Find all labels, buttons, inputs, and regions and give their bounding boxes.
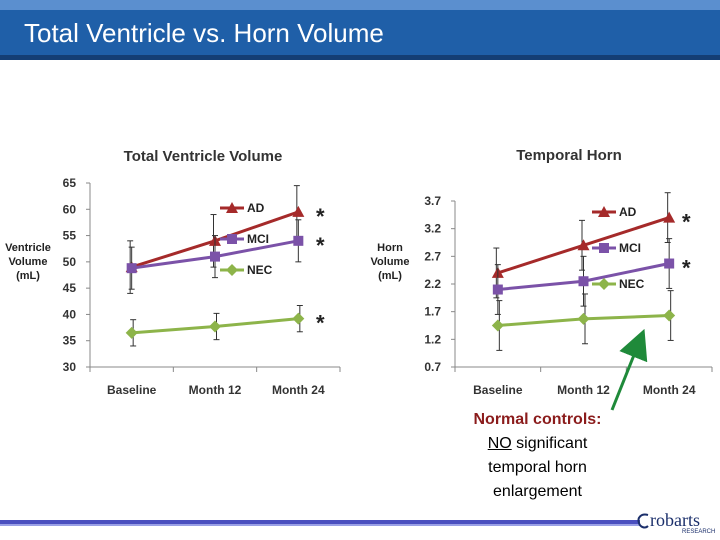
y-tick-label: 60 bbox=[63, 202, 77, 216]
y-tick-label: 30 bbox=[63, 360, 77, 374]
legend-marker bbox=[599, 243, 609, 253]
significance-marker: * bbox=[316, 311, 325, 336]
data-point-mci bbox=[210, 251, 220, 262]
y-axis-label: (mL) bbox=[378, 270, 402, 282]
chart-title: Temporal Horn bbox=[516, 147, 622, 164]
y-tick-label: 55 bbox=[63, 229, 77, 243]
header-bar: Total Ventricle vs. Horn Volume bbox=[0, 0, 720, 60]
significance-marker: * bbox=[316, 233, 325, 258]
y-tick-label: 45 bbox=[63, 281, 77, 295]
logo-swirl-icon bbox=[637, 513, 649, 529]
x-tick-label: Month 24 bbox=[272, 383, 325, 397]
y-tick-label: 50 bbox=[63, 255, 77, 269]
y-tick-label: 0.7 bbox=[424, 360, 441, 374]
data-point-ad bbox=[663, 211, 676, 223]
y-axis-label: Ventricle bbox=[5, 242, 51, 254]
y-tick-label: 2.7 bbox=[424, 249, 441, 263]
data-point-mci bbox=[293, 235, 304, 246]
y-tick-label: 1.7 bbox=[424, 305, 441, 319]
legend-label: NEC bbox=[247, 263, 273, 277]
y-axis-label: Volume bbox=[371, 256, 410, 268]
legend-label: AD bbox=[247, 201, 265, 215]
legend-label: AD bbox=[619, 205, 637, 219]
note-line-4: enlargement bbox=[493, 483, 582, 500]
significance-marker: * bbox=[682, 210, 691, 235]
y-tick-label: 65 bbox=[63, 176, 77, 190]
y-axis-label: Volume bbox=[9, 256, 48, 268]
x-tick-label: Month 24 bbox=[643, 383, 696, 397]
note-no: NO bbox=[487, 435, 512, 452]
logo-subtext: RESEARCH bbox=[682, 529, 716, 535]
legend-label: NEC bbox=[619, 277, 645, 291]
x-tick-label: Baseline bbox=[107, 383, 157, 397]
data-point-nec bbox=[577, 312, 590, 325]
data-point-ad bbox=[292, 205, 305, 217]
note-heading: Normal controls: bbox=[473, 411, 602, 428]
robarts-logo: robarts RESEARCH bbox=[632, 508, 716, 538]
data-point-nec bbox=[209, 320, 221, 333]
footer-bar bbox=[0, 520, 640, 524]
significance-marker: * bbox=[682, 256, 691, 281]
data-point-nec bbox=[292, 312, 305, 325]
chart-title: Total Ventricle Volume bbox=[124, 148, 283, 165]
data-point-nec bbox=[125, 326, 138, 339]
slide-title: Total Ventricle vs. Horn Volume bbox=[24, 18, 384, 48]
data-point-nec bbox=[491, 319, 504, 332]
chart-temporal-horn: Temporal Horn Horn Volume (mL) 3.7 3.2 2.7 2.2 1… bbox=[371, 147, 713, 397]
note-significant: significant bbox=[511, 435, 588, 452]
chart-total-ventricle: Total Ventricle Volume Ventricle Volume (mL… bbox=[5, 148, 341, 397]
y-tick-label: 2.2 bbox=[424, 277, 441, 291]
data-point-nec bbox=[663, 309, 676, 322]
legend-marker bbox=[227, 234, 237, 244]
significance-marker: * bbox=[316, 204, 325, 229]
legend-marker bbox=[598, 278, 610, 290]
x-tick-label: Month 12 bbox=[557, 383, 610, 397]
data-point-mci bbox=[664, 258, 675, 269]
y-tick-label: 1.2 bbox=[424, 332, 441, 346]
y-axis-label: (mL) bbox=[16, 270, 40, 282]
legend-label: MCI bbox=[247, 232, 269, 246]
x-tick-label: Baseline bbox=[473, 383, 523, 397]
y-tick-label: 3.7 bbox=[424, 194, 441, 208]
data-point-mci bbox=[492, 284, 503, 295]
x-tick-label: Month 12 bbox=[189, 383, 242, 397]
header-bottom-stripe bbox=[0, 55, 720, 60]
data-point-mci bbox=[578, 276, 589, 287]
data-point-ad bbox=[577, 239, 590, 251]
legend-marker bbox=[226, 202, 238, 213]
legend-marker bbox=[598, 206, 610, 217]
note-line-2: NO significant bbox=[455, 432, 620, 456]
y-axis-label: Horn bbox=[377, 242, 403, 254]
legend-label: MCI bbox=[619, 241, 641, 255]
arrow-to-nec bbox=[610, 328, 648, 411]
annotation-note: Normal controls: NO significant temporal… bbox=[455, 408, 620, 504]
header-top-stripe bbox=[0, 0, 720, 10]
data-point-mci bbox=[126, 263, 137, 274]
legend-marker bbox=[226, 264, 238, 276]
y-tick-label: 3.2 bbox=[424, 222, 441, 236]
note-line-3: temporal horn bbox=[488, 459, 587, 476]
y-tick-label: 40 bbox=[63, 307, 77, 321]
logo-text: robarts bbox=[650, 510, 700, 530]
footer-bar-light bbox=[0, 524, 640, 526]
y-tick-label: 35 bbox=[63, 334, 77, 348]
